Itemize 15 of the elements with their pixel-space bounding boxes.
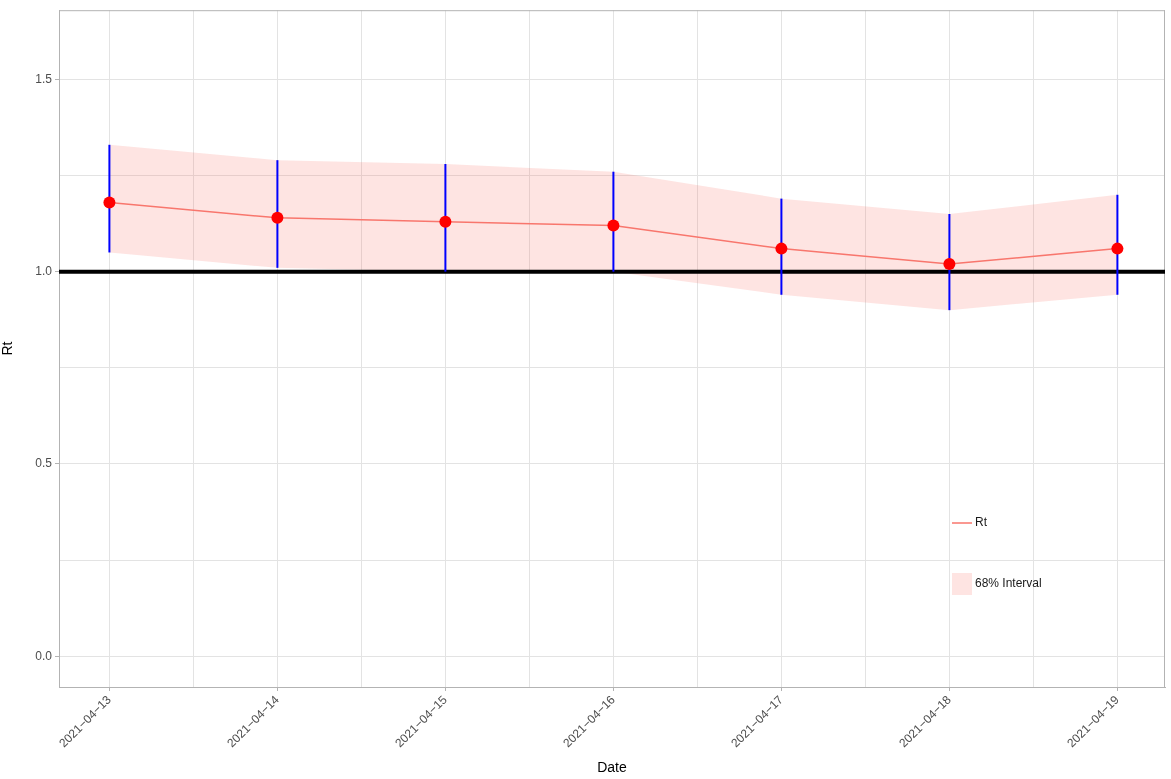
point [607, 219, 620, 232]
y-tick-label: 1.5 [35, 71, 53, 86]
point [271, 211, 284, 224]
point [943, 258, 956, 270]
annotation: 68% Interval [975, 576, 1042, 591]
point [775, 242, 788, 255]
y-tick-label: 0.0 [35, 648, 53, 663]
point [1111, 242, 1124, 255]
y-tick-label: 0.5 [35, 456, 53, 471]
x-axis-title: Date [597, 759, 627, 776]
point [103, 196, 116, 209]
y-axis-title: Rt [0, 341, 16, 356]
legend-label: Rt [975, 515, 988, 530]
y-tick-label: 1.0 [35, 264, 53, 278]
point [439, 215, 452, 228]
